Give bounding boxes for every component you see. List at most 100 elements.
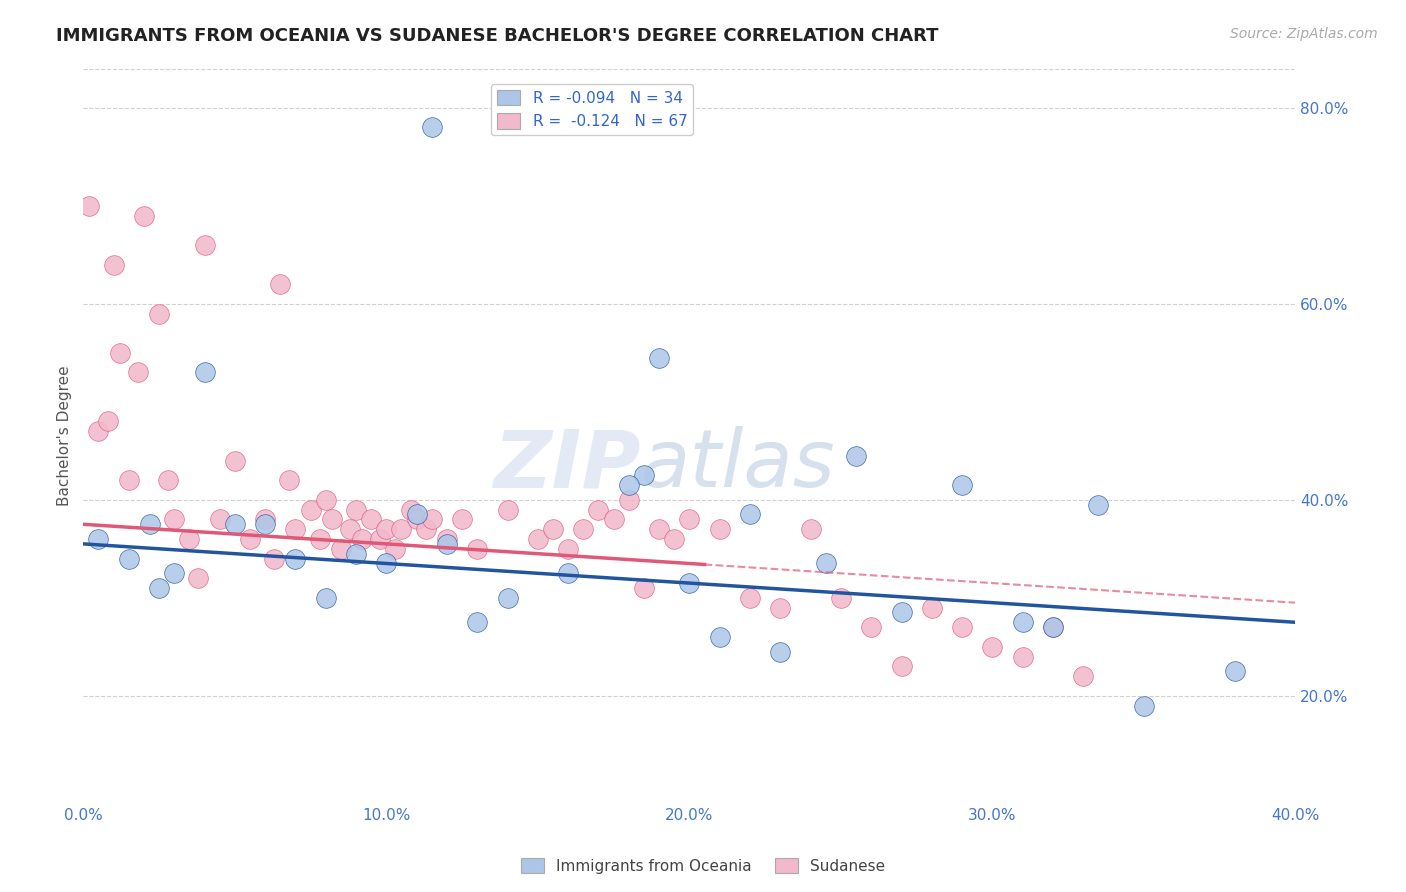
Point <box>981 640 1004 654</box>
Point <box>269 277 291 292</box>
Point <box>339 522 361 536</box>
Point <box>87 532 110 546</box>
Point <box>557 541 579 556</box>
Point <box>224 453 246 467</box>
Point <box>617 492 640 507</box>
Point <box>284 551 307 566</box>
Point <box>127 365 149 379</box>
Point <box>465 541 488 556</box>
Point <box>239 532 262 546</box>
Point <box>108 345 131 359</box>
Point <box>465 615 488 630</box>
Point <box>845 449 868 463</box>
Point <box>1133 698 1156 713</box>
Point <box>814 557 837 571</box>
Point <box>321 512 343 526</box>
Point <box>1011 649 1033 664</box>
Point <box>451 512 474 526</box>
Point <box>384 541 406 556</box>
Point <box>148 581 170 595</box>
Point <box>572 522 595 536</box>
Point <box>633 468 655 483</box>
Point <box>263 551 285 566</box>
Point <box>391 522 413 536</box>
Point <box>360 512 382 526</box>
Point <box>890 606 912 620</box>
Point <box>315 591 337 605</box>
Point <box>648 522 671 536</box>
Point <box>163 566 186 581</box>
Point <box>415 522 437 536</box>
Point <box>157 473 180 487</box>
Point <box>738 508 761 522</box>
Point <box>208 512 231 526</box>
Point <box>420 512 443 526</box>
Text: Source: ZipAtlas.com: Source: ZipAtlas.com <box>1230 27 1378 41</box>
Text: IMMIGRANTS FROM OCEANIA VS SUDANESE BACHELOR'S DEGREE CORRELATION CHART: IMMIGRANTS FROM OCEANIA VS SUDANESE BACH… <box>56 27 939 45</box>
Point <box>860 620 883 634</box>
Point <box>678 512 700 526</box>
Point <box>254 512 277 526</box>
Point <box>769 600 792 615</box>
Point <box>352 532 374 546</box>
Point <box>617 478 640 492</box>
Point <box>950 620 973 634</box>
Point <box>436 537 458 551</box>
Point <box>664 532 686 546</box>
Point <box>1073 669 1095 683</box>
Text: atlas: atlas <box>641 426 835 505</box>
Point <box>368 532 391 546</box>
Point <box>405 512 427 526</box>
Point <box>284 522 307 536</box>
Point <box>278 473 301 487</box>
Point <box>709 630 731 644</box>
Point <box>118 551 141 566</box>
Point <box>308 532 330 546</box>
Point <box>118 473 141 487</box>
Point <box>344 502 367 516</box>
Point <box>139 517 162 532</box>
Point <box>399 502 422 516</box>
Point <box>527 532 550 546</box>
Point <box>648 351 671 365</box>
Point <box>678 576 700 591</box>
Point <box>96 414 118 428</box>
Point <box>738 591 761 605</box>
Point <box>193 238 215 252</box>
Point <box>1042 620 1064 634</box>
Y-axis label: Bachelor's Degree: Bachelor's Degree <box>58 366 72 507</box>
Legend: R = -0.094   N = 34, R =  -0.124   N = 67: R = -0.094 N = 34, R = -0.124 N = 67 <box>491 84 693 136</box>
Point <box>541 522 564 536</box>
Point <box>148 307 170 321</box>
Point <box>436 532 458 546</box>
Point <box>950 478 973 492</box>
Point <box>103 258 125 272</box>
Point <box>1223 665 1246 679</box>
Point <box>800 522 823 536</box>
Point <box>375 557 398 571</box>
Point <box>329 541 352 556</box>
Point <box>87 424 110 438</box>
Point <box>420 120 443 135</box>
Point <box>769 645 792 659</box>
Point <box>588 502 610 516</box>
Point <box>79 199 101 213</box>
Point <box>633 581 655 595</box>
Point <box>1087 498 1109 512</box>
Point <box>890 659 912 673</box>
Point <box>179 532 201 546</box>
Point <box>187 571 209 585</box>
Point <box>163 512 186 526</box>
Point <box>224 517 246 532</box>
Point <box>557 566 579 581</box>
Point <box>1042 620 1064 634</box>
Legend: Immigrants from Oceania, Sudanese: Immigrants from Oceania, Sudanese <box>515 852 891 880</box>
Point <box>496 591 519 605</box>
Point <box>709 522 731 536</box>
Point <box>315 492 337 507</box>
Point <box>496 502 519 516</box>
Point <box>193 365 215 379</box>
Point <box>921 600 943 615</box>
Point <box>405 508 427 522</box>
Point <box>602 512 624 526</box>
